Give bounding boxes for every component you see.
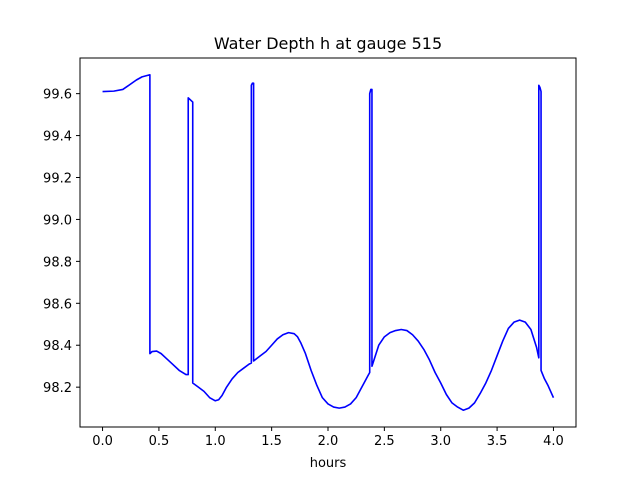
y-tick-label: 99.6 (43, 88, 72, 103)
x-tick-label: 3.0 (430, 434, 451, 449)
x-tick-label: 2.5 (374, 434, 395, 449)
x-tick-label: 0.0 (92, 434, 113, 449)
x-tick-label: 0.5 (149, 434, 170, 449)
y-tick-label: 99.2 (43, 172, 72, 187)
y-tick-label: 99.4 (43, 130, 72, 145)
x-tick-label: 2.0 (318, 434, 339, 449)
y-tick-label: 99.0 (43, 213, 72, 228)
x-tick-label: 1.5 (261, 434, 282, 449)
x-tick-label: 4.0 (543, 434, 564, 449)
x-tick-label: 1.0 (205, 434, 226, 449)
x-axis: 0.0 0.5 1.0 1.5 2.0 2.5 3.0 3.5 4.0 (92, 427, 564, 449)
chart-title: Water Depth h at gauge 515 (214, 34, 442, 53)
y-axis: 98.2 98.4 98.6 98.8 99.0 99.2 99.4 99.6 (43, 88, 80, 396)
x-tick-label: 3.5 (487, 434, 508, 449)
y-tick-label: 98.2 (43, 381, 72, 396)
series-line-0 (102, 73, 555, 412)
series-layer (102, 73, 555, 412)
y-tick-label: 98.8 (43, 255, 72, 270)
y-tick-label: 98.6 (43, 297, 72, 312)
x-axis-title: hours (310, 456, 347, 471)
y-tick-label: 98.4 (43, 339, 72, 354)
